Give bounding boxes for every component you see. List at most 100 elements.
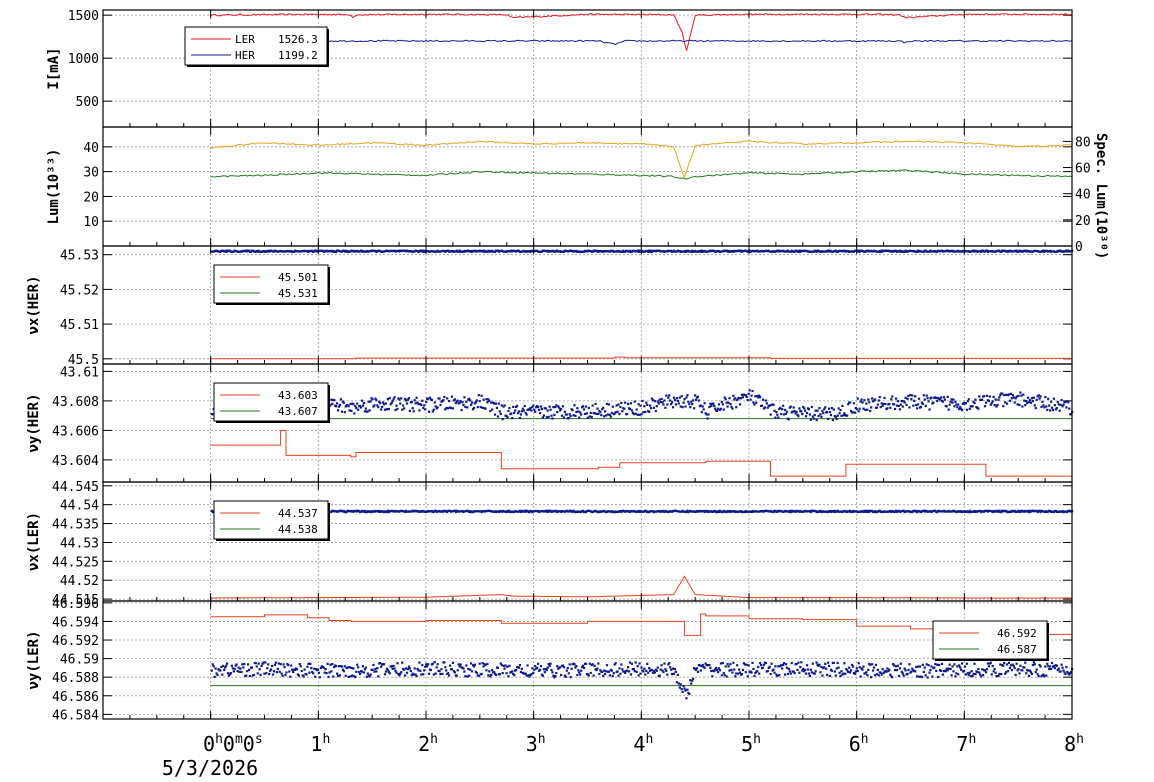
data-point [678,686,681,689]
data-point [769,672,772,676]
data-point [915,403,918,407]
legend-label: 46.592 [997,627,1037,640]
data-point [553,676,556,679]
x-tick-label-unit: h [538,732,546,747]
data-point [373,670,376,673]
data-point [508,509,511,512]
data-point [1004,672,1007,675]
data-point [492,671,496,674]
data-point [343,411,346,414]
data-point [830,669,834,672]
data-point [392,664,395,668]
data-point [796,413,799,417]
data-point [732,394,735,397]
data-point [336,674,340,678]
data-point [1067,672,1070,675]
y-tick-label: 30 [83,166,99,181]
data-point [1005,402,1009,405]
data-point [713,669,716,673]
data-point [1012,396,1015,399]
data-point [1054,408,1057,411]
data-point [426,663,430,666]
data-point [738,403,742,406]
data-point [550,414,553,417]
data-point [539,405,543,408]
data-point [609,415,612,418]
data-point [929,668,932,672]
data-point [854,670,857,673]
data-point [776,674,779,678]
data-point [1017,668,1020,671]
data-point [850,663,854,667]
data-point [390,665,393,668]
data-point [782,663,785,667]
data-point [621,668,624,671]
data-point [651,671,655,674]
data-point [902,674,905,677]
data-point [381,405,384,409]
y2-tick-label: 20 [1075,214,1091,229]
data-point [448,664,452,667]
data-point [624,401,627,404]
data-point [866,510,869,514]
data-point [683,687,686,690]
data-point [880,673,883,676]
data-point [506,416,509,419]
data-point [982,395,986,398]
data-point [716,671,720,674]
x-tick-label: 8h [1064,732,1084,756]
data-point [448,399,451,403]
data-point [508,664,511,667]
y-tick-label: 43.608 [52,395,99,410]
data-point [664,668,667,671]
data-point [873,398,877,401]
data-point [867,398,870,401]
data-point [591,250,594,253]
data-point [655,405,658,408]
data-point [1030,672,1034,675]
data-point [700,411,703,414]
data-point [246,670,249,673]
x-tick-label-part: 0 [223,732,235,756]
data-point [950,398,953,401]
data-point [717,403,721,406]
data-point [401,408,404,411]
data-point [442,399,445,402]
data-point [722,672,725,675]
data-point [849,671,852,674]
data-point [785,410,789,413]
data-point [686,509,689,512]
data-point [352,667,355,670]
x-tick-label-hour: 2 [418,732,430,756]
data-point [552,674,555,677]
data-point [461,401,464,404]
data-point [632,668,635,671]
data-point [947,408,950,411]
data-point [758,672,761,675]
data-point [748,389,751,392]
data-point [225,664,228,667]
x-tick-label: 0h0m0s [203,732,263,756]
data-point [656,400,659,403]
data-point [259,673,262,676]
data-point [651,399,655,402]
data-point [1026,401,1029,405]
data-point [534,665,537,668]
data-point [810,405,813,409]
x-tick-label-unit: h [430,732,438,747]
data-point [463,670,466,673]
data-point [754,395,757,398]
data-point [519,413,522,416]
data-point [593,664,596,667]
data-point [865,509,868,512]
data-point [603,669,606,672]
data-point [604,414,608,417]
data-point [601,670,604,674]
data-point [420,403,423,407]
data-point [849,409,853,413]
data-point [414,402,417,405]
data-point [619,672,622,675]
data-point [519,670,522,674]
data-point [745,663,748,666]
data-point [783,673,787,676]
